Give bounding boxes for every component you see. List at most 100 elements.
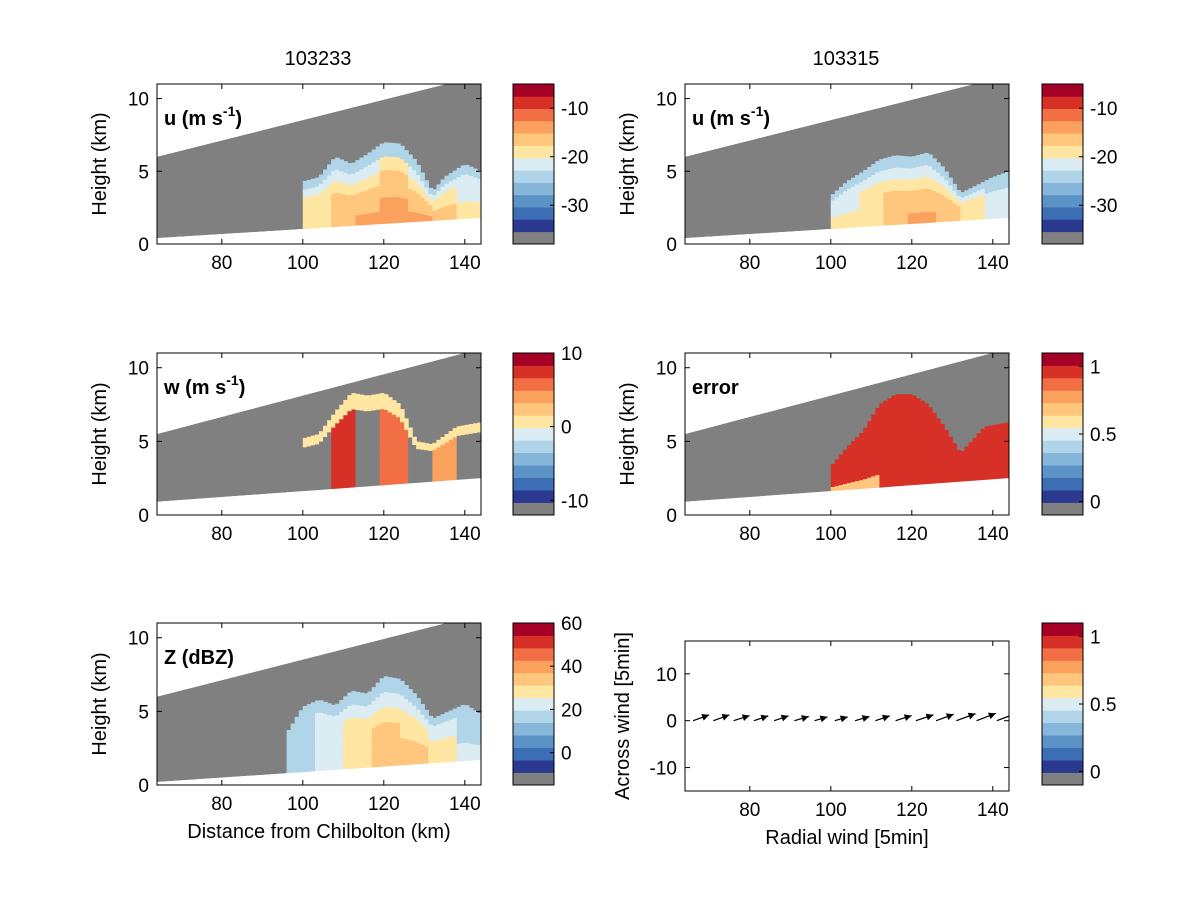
colorbar-segment xyxy=(513,685,554,699)
echo-cell xyxy=(420,205,425,214)
echo-cell xyxy=(899,470,905,487)
echo-cell xyxy=(903,212,909,225)
echo-cell xyxy=(992,442,998,453)
echo-cell xyxy=(960,192,966,198)
echo-cell xyxy=(456,725,462,735)
echo-cell xyxy=(871,475,876,489)
echo-cell xyxy=(834,209,840,217)
echo-cell xyxy=(944,188,949,198)
echo-cell xyxy=(1004,459,1009,470)
echo-cell xyxy=(964,463,970,471)
echo-cell xyxy=(416,202,421,213)
echo-cell xyxy=(903,424,909,441)
echo-cell xyxy=(472,460,478,471)
echo-cell xyxy=(327,736,332,749)
echo-cell xyxy=(375,172,381,187)
echo-cell xyxy=(416,212,421,223)
echo-cell xyxy=(432,748,438,757)
echo-cell xyxy=(891,471,897,488)
echo-cell xyxy=(420,753,425,765)
echo-cell xyxy=(444,190,450,199)
echo-cell xyxy=(327,216,332,228)
echo-cell xyxy=(444,205,450,214)
echo-cell xyxy=(448,431,454,440)
echo-cell xyxy=(420,455,425,464)
echo-cell xyxy=(355,171,361,183)
echo-cell xyxy=(355,203,361,216)
colorbar-segment xyxy=(513,490,554,503)
echo-cell xyxy=(306,445,312,456)
echo-cell xyxy=(988,425,994,436)
echo-cell xyxy=(996,442,1002,453)
x-tick-label: 80 xyxy=(211,794,232,815)
colorbar-tick-label: 0 xyxy=(561,744,572,765)
echo-cell xyxy=(331,427,336,441)
echo-cell xyxy=(928,458,933,472)
echo-cell xyxy=(842,469,848,478)
echo-cell xyxy=(476,744,481,753)
echo-cell xyxy=(363,410,369,427)
echo-cell xyxy=(412,200,417,213)
echo-cell xyxy=(391,209,397,224)
echo-cell xyxy=(1000,432,1006,443)
echo-cell xyxy=(452,726,458,736)
echo-cell xyxy=(351,393,357,410)
echo-cell xyxy=(452,708,458,719)
echo-cell xyxy=(367,200,373,214)
echo-cell xyxy=(851,449,856,458)
echo-cell xyxy=(940,423,945,435)
echo-cell xyxy=(899,455,905,472)
echo-cell xyxy=(476,736,481,746)
y-tick-label: 5 xyxy=(138,432,149,453)
echo-cell xyxy=(923,457,929,472)
echo-cell xyxy=(302,706,308,718)
echo-cell xyxy=(968,198,974,205)
echo-cell xyxy=(302,455,308,466)
echo-cell xyxy=(883,180,889,193)
echo-cell xyxy=(302,760,308,773)
echo-cell xyxy=(919,211,925,224)
echo-cell xyxy=(464,182,470,193)
echo-cell xyxy=(915,412,921,428)
echo-cell xyxy=(871,439,876,452)
echo-cell xyxy=(355,424,361,442)
echo-cell xyxy=(371,409,377,426)
echo-cell xyxy=(319,460,324,471)
echo-cell xyxy=(404,418,409,430)
echo-cell xyxy=(379,692,385,709)
echo-cell xyxy=(363,471,369,488)
echo-cell xyxy=(363,213,369,226)
echo-cell xyxy=(331,704,336,717)
echo-cell xyxy=(984,180,990,188)
echo-cell xyxy=(932,448,937,461)
echo-cell xyxy=(436,439,442,448)
echo-cell xyxy=(400,680,405,696)
echo-cell xyxy=(416,441,421,450)
echo-cell xyxy=(464,209,470,220)
echo-cell xyxy=(923,403,929,418)
colorbar-segment xyxy=(513,377,554,391)
echo-cell xyxy=(420,172,425,182)
echo-cell xyxy=(891,167,897,180)
echo-cell xyxy=(842,449,848,457)
echo-cell xyxy=(992,433,998,444)
echo-cell xyxy=(944,447,949,457)
echo-cell xyxy=(1004,450,1009,461)
colorbar-segment xyxy=(513,635,554,649)
echo-cell xyxy=(383,691,389,708)
wind-vector-head xyxy=(1010,712,1018,719)
echo-cell xyxy=(948,199,953,208)
echo-cell xyxy=(416,462,421,470)
echo-cell xyxy=(830,217,836,224)
echo-cell xyxy=(964,215,970,222)
wind-vector-head xyxy=(945,713,954,720)
echo-cell xyxy=(444,753,450,763)
colorbar-segment xyxy=(1042,747,1083,761)
echo-cell xyxy=(919,154,925,167)
echo-cell xyxy=(351,440,357,457)
echo-cell xyxy=(335,203,340,216)
echo-cell xyxy=(302,739,308,751)
echo-cell xyxy=(310,736,316,749)
echo-cell xyxy=(359,157,365,170)
